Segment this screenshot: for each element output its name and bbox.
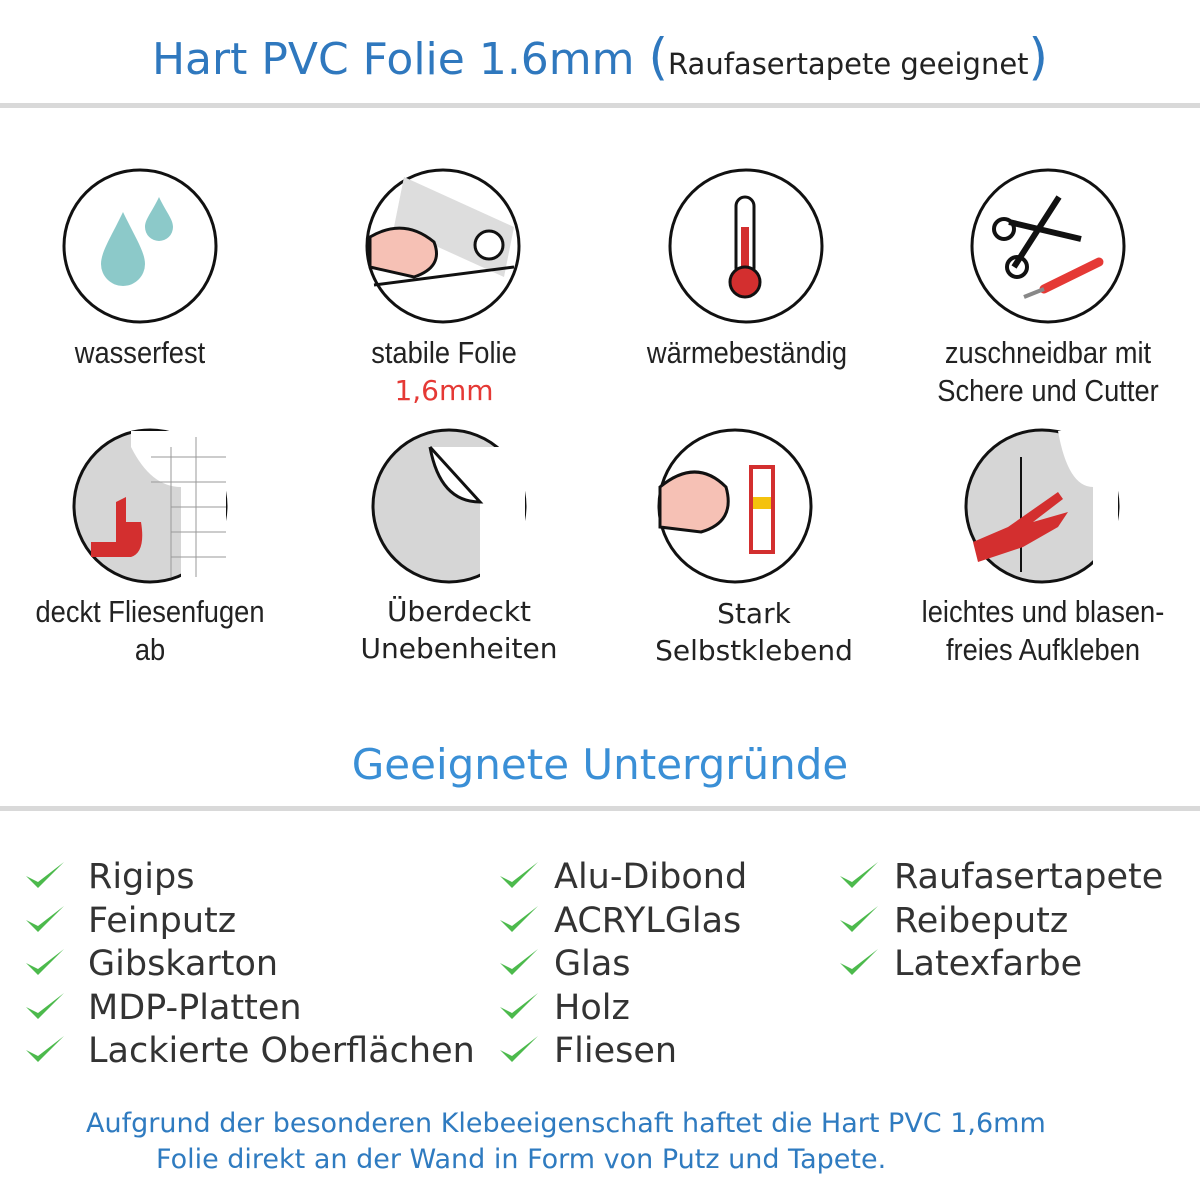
title-sub: Raufasertapete geeignet (668, 47, 1029, 81)
surface-item: Gibskarton (88, 944, 279, 984)
label-line: leichtes und blasen- (921, 594, 1165, 629)
surface-item: Feinputz (88, 900, 237, 941)
checkmark-icon (500, 949, 538, 975)
label-line: Stark (717, 597, 791, 630)
feature-label: Überdeckt Unebenheiten (309, 593, 609, 667)
checkmark-icon (840, 905, 878, 932)
checkmark-icon (500, 905, 538, 932)
page-title: Hart PVC Folie 1.6mm (Raufasertapete gee… (0, 28, 1200, 86)
surface-item: Raufasertapete (894, 857, 1164, 897)
checkmark-icon (26, 949, 64, 975)
footer-line: Aufgrund der besonderen Klebeeigenschaft… (86, 1108, 1046, 1139)
hand-smoothing-icon (964, 428, 1120, 584)
scissors-cutter-icon (970, 168, 1126, 324)
surface-item: ACRYLGlas (554, 900, 742, 941)
checkmark-icon (500, 1036, 538, 1062)
footer-line: Folie direkt an der Wand in Form von Put… (156, 1144, 887, 1175)
checkmark-icon (500, 992, 538, 1019)
surface-item: Fliesen (554, 1031, 678, 1071)
surface-item: Glas (554, 944, 631, 984)
paren: ) (1028, 28, 1049, 86)
footer-note: Aufgrund der besonderen Klebeeigenschaft… (0, 1106, 1200, 1178)
water-drops-icon (62, 168, 218, 324)
checkmark-icon (26, 905, 64, 932)
feature-label: wärmebeständig (646, 335, 848, 370)
label-line: Selbstklebend (655, 634, 853, 667)
section-title: Geeignete Untergründe (351, 740, 849, 789)
checkmark-icon (26, 862, 64, 888)
strong-arm-foil-icon (365, 168, 521, 324)
surface-item: Holz (554, 987, 630, 1028)
label-line: freies Aufkleben (945, 632, 1141, 667)
feature-sublabel: 1,6mm (394, 374, 494, 407)
feature-label: Stark Selbstklebend (604, 595, 904, 669)
strong-arm-glue-icon (657, 428, 813, 584)
label-line: Schere und Cutter (937, 373, 1159, 408)
paren: ( (648, 28, 669, 86)
title-main: Hart PVC Folie 1.6mm (151, 34, 635, 85)
checkmark-icon (840, 862, 878, 888)
label-line: Unebenheiten (360, 632, 558, 665)
feature-label: stabile Folie (371, 335, 517, 370)
divider (0, 806, 1200, 811)
surface-item: Rigips (88, 857, 195, 897)
feature-label: wasserfest (74, 335, 206, 370)
surface-item: Lackierte Oberflächen (88, 1031, 475, 1071)
thermometer-icon (668, 168, 824, 324)
tile-thumbs-up-icon (72, 428, 228, 584)
foil-peel-icon (371, 428, 527, 584)
label-line: Überdeckt (386, 595, 532, 628)
checkmark-icon (26, 992, 64, 1019)
feature-label: zuschneidbar mit Schere und Cutter (916, 334, 1180, 410)
checkmark-icon (26, 1036, 64, 1062)
surface-item: Alu-Dibond (554, 857, 748, 897)
divider (0, 103, 1200, 108)
surface-item: MDP-Platten (88, 987, 302, 1028)
label-line: zuschneidbar mit (944, 335, 1152, 370)
checkmark-icon (840, 949, 878, 975)
checkmark-icon (500, 862, 538, 888)
feature-label: leichtes und blasen-freies Aufkleben (911, 593, 1175, 669)
feature-label: deckt Fliesenfugen ab (35, 594, 265, 667)
surface-item: Latexfarbe (894, 944, 1083, 984)
surface-item: Reibeputz (894, 900, 1069, 941)
